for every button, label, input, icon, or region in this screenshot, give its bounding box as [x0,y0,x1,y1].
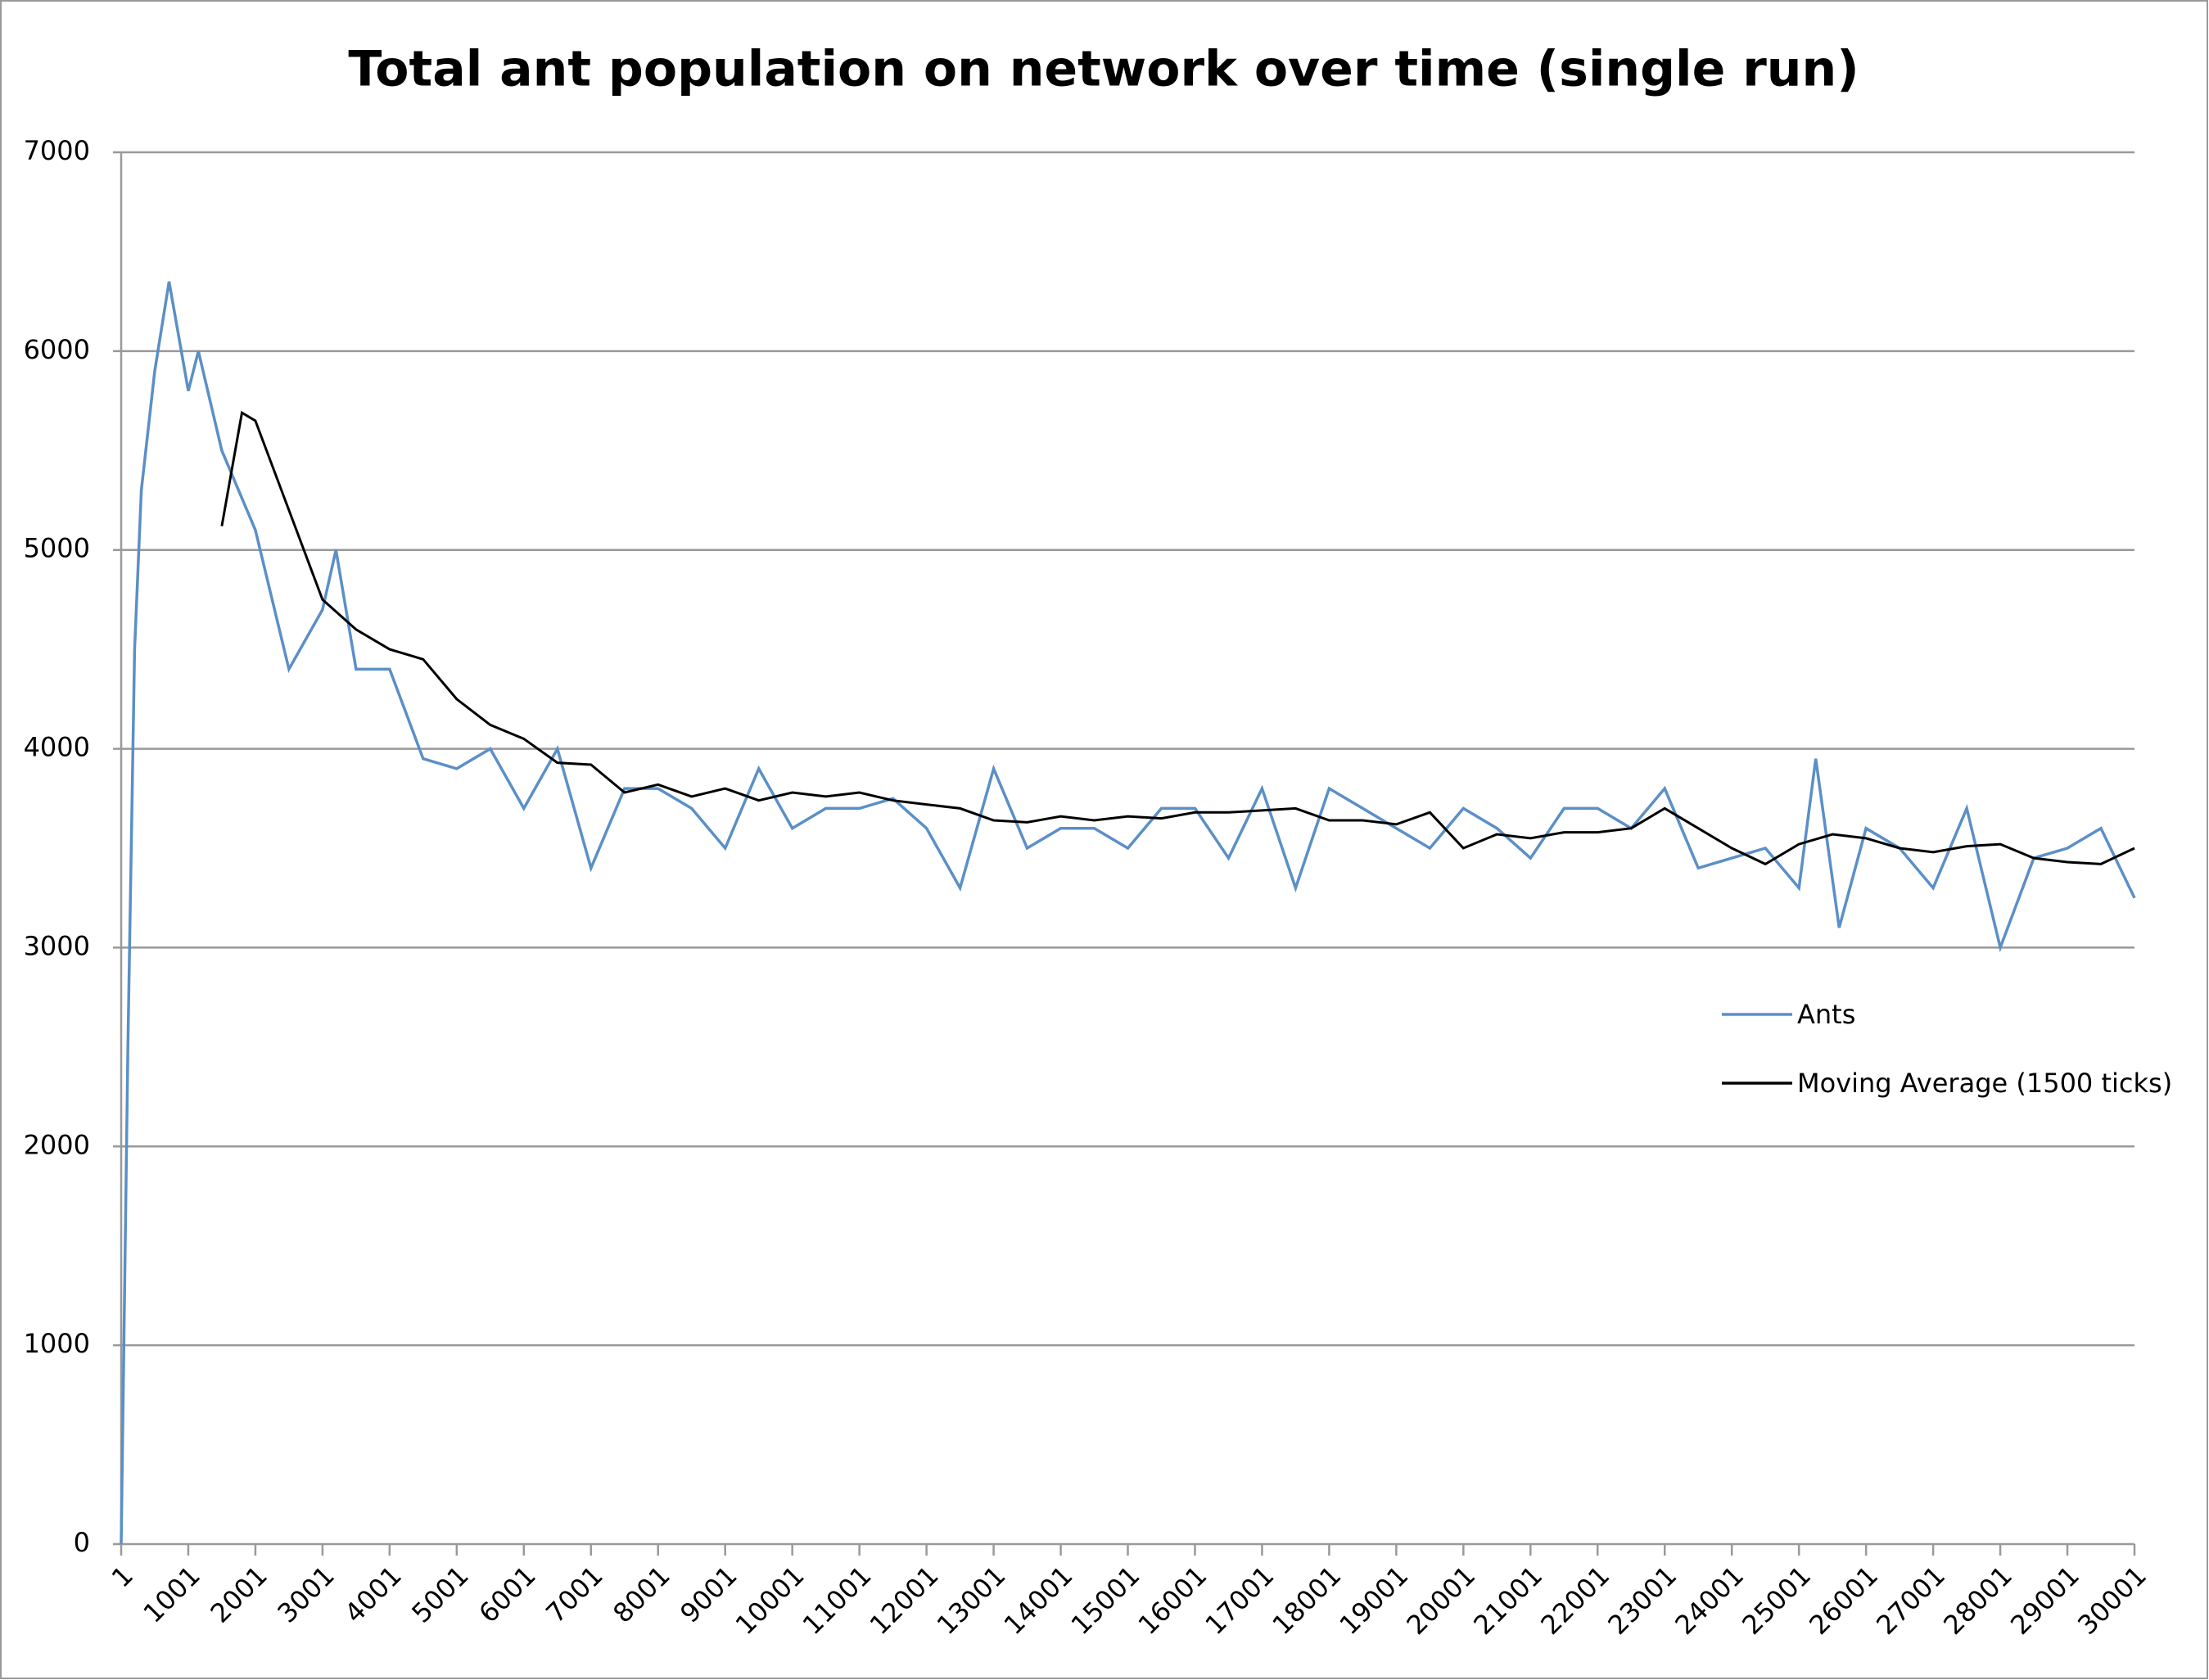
x-tick-label: 11001 [797,1560,878,1641]
x-tick-label: 16001 [1132,1560,1213,1641]
x-tick-label: 30001 [2071,1560,2153,1641]
x-tick-label: 20001 [1401,1560,1482,1641]
x-tick-label: 3001 [271,1560,340,1628]
y-tick-label: 1000 [24,1328,90,1359]
x-tick-label: 10001 [730,1560,811,1641]
x-tick-label: 8001 [607,1560,675,1628]
x-tick-label: 21001 [1467,1560,1548,1641]
x-tick-label: 17001 [1199,1560,1281,1641]
y-tick-label: 3000 [24,930,90,961]
y-tick-label: 0 [74,1527,90,1558]
x-tick-label: 25001 [1736,1560,1817,1641]
x-tick-label: 28001 [1937,1560,2018,1641]
x-tick-label: 22001 [1534,1560,1615,1641]
x-tick-label: 27001 [1870,1560,1951,1641]
x-tick-label: 12001 [864,1560,945,1641]
x-tick-label: 4001 [338,1560,407,1628]
x-tick-label: 5001 [405,1560,474,1628]
x-tick-label: 24001 [1669,1560,1750,1641]
y-tick-label: 5000 [24,533,90,564]
x-tick-label: 26001 [1803,1560,1884,1641]
x-tick-label: 6001 [472,1560,541,1628]
x-tick-label: 1001 [138,1560,206,1628]
y-tick-label: 2000 [24,1129,90,1160]
x-tick-label: 19001 [1334,1560,1415,1641]
x-tick-label: 13001 [931,1560,1012,1641]
x-tick-label: 1 [106,1560,139,1593]
chart-title: Total ant population on network over tim… [348,41,1859,98]
x-tick-label: 18001 [1267,1560,1348,1641]
x-tick-label: 23001 [1601,1560,1683,1641]
x-tick-label: 14001 [998,1560,1079,1641]
legend-label: Ants [1797,999,1855,1030]
y-tick-label: 6000 [24,334,90,365]
x-tick-label: 7001 [540,1560,608,1628]
series-line [120,281,2136,1545]
y-tick-label: 4000 [24,732,90,763]
x-tick-label: 15001 [1065,1560,1146,1641]
y-tick-label: 7000 [24,135,90,166]
x-tick-label: 29001 [2004,1560,2085,1641]
x-tick-label: 2001 [204,1560,273,1628]
series-line [220,410,2135,866]
legend-label: Moving Average (1500 ticks) [1797,1068,2172,1099]
